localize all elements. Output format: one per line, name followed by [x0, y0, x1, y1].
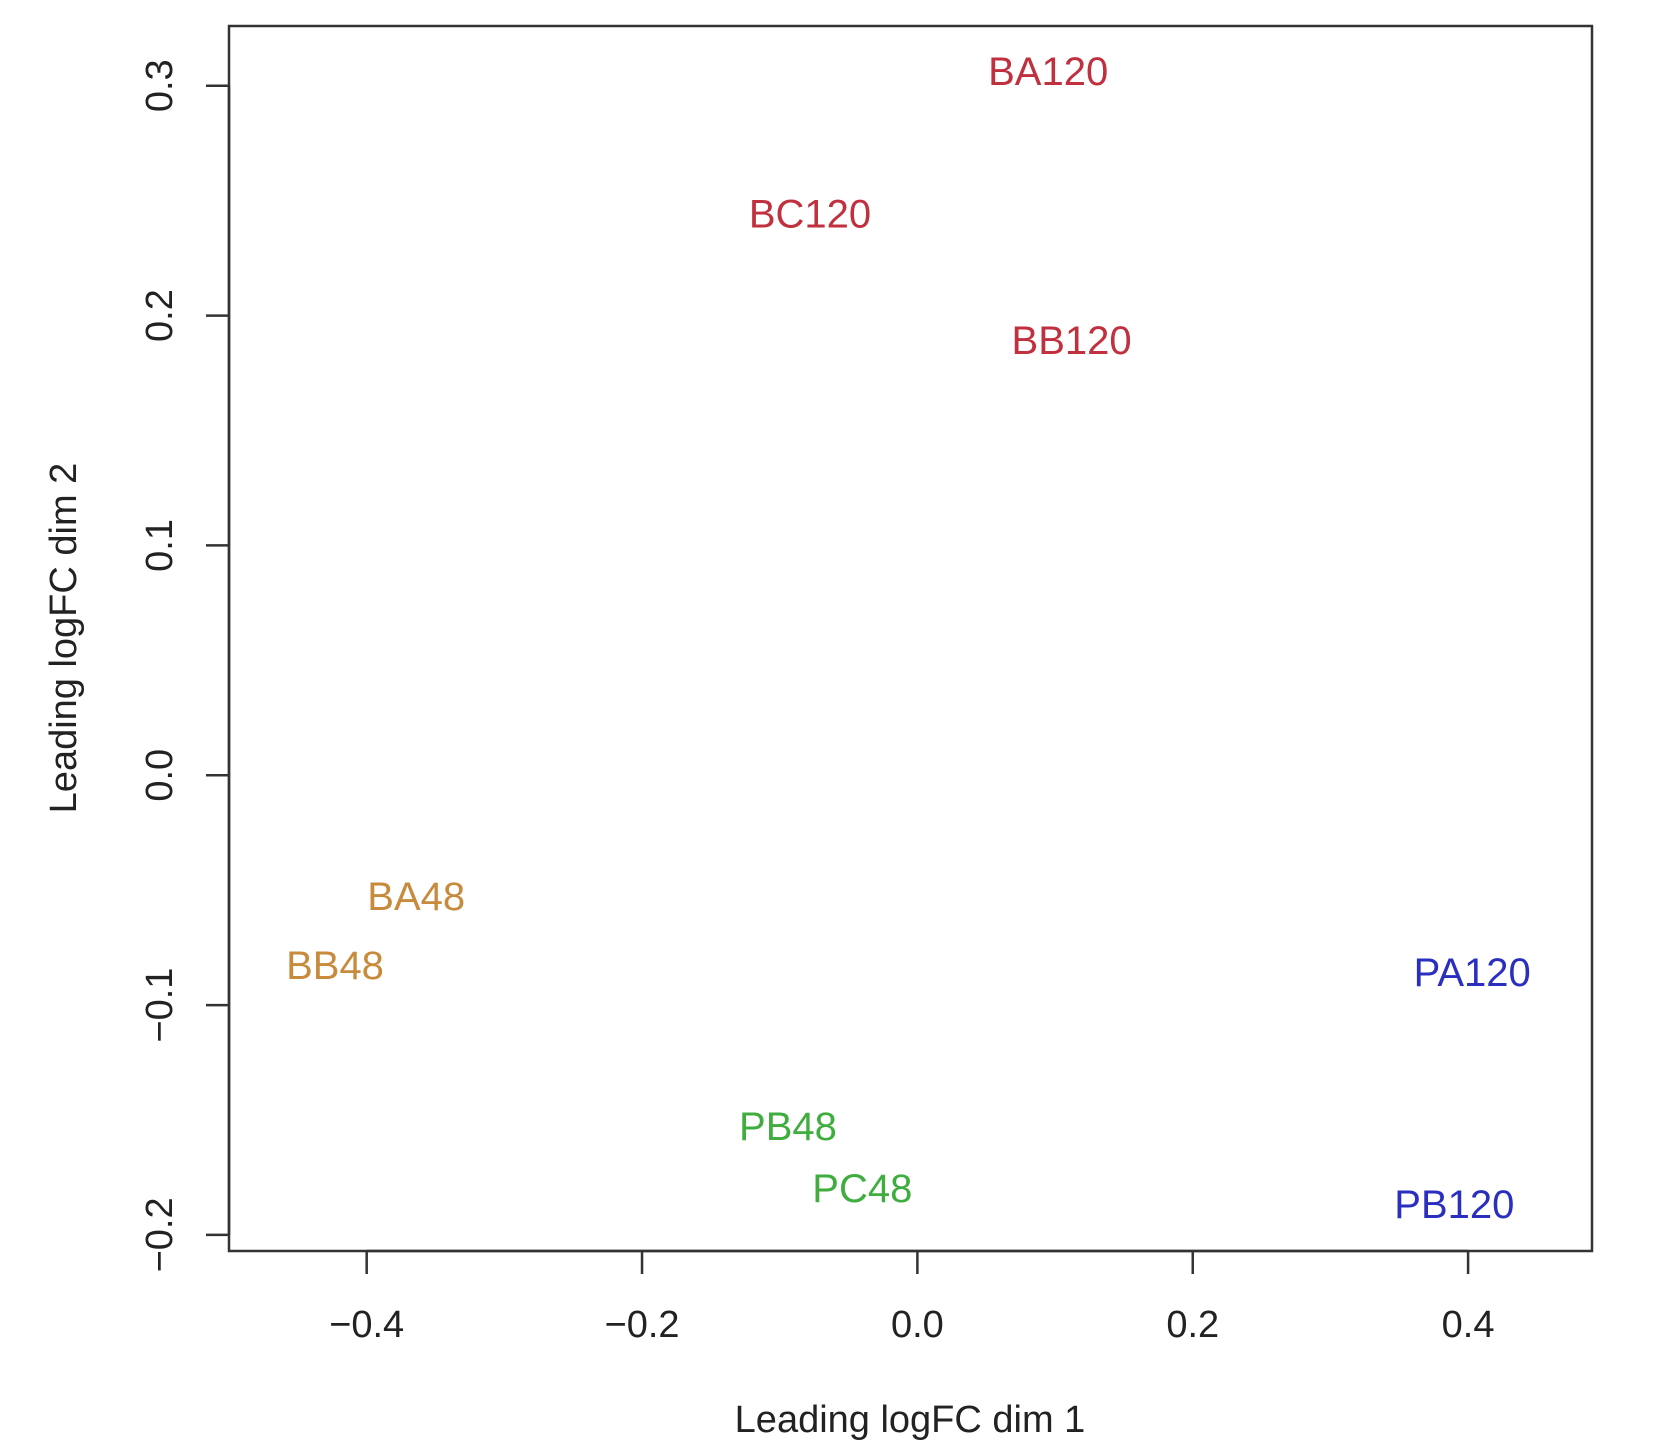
y-tick-label: 0.3 — [139, 59, 181, 112]
point-label-ba120: BA120 — [988, 50, 1108, 94]
y-tick-label: 0.1 — [139, 519, 181, 572]
y-tick-label: 0.0 — [139, 749, 181, 802]
x-tick-label: 0.0 — [891, 1304, 944, 1346]
point-label-pa120: PA120 — [1414, 951, 1531, 995]
y-axis: −0.2 −0.1 0.0 0.1 0.2 0.3 — [139, 59, 231, 1272]
x-axis: −0.4 −0.2 0.0 0.2 0.4 — [329, 1249, 1495, 1346]
point-label-bb48: BB48 — [286, 944, 384, 988]
x-axis-title: Leading logFC dim 1 — [735, 1399, 1086, 1441]
y-tick-label: −0.1 — [139, 968, 181, 1043]
point-label-bb120: BB120 — [1012, 319, 1132, 363]
y-tick-label: 0.2 — [139, 289, 181, 342]
point-label-pb120: PB120 — [1394, 1183, 1514, 1227]
y-axis-title: Leading logFC dim 2 — [43, 463, 85, 814]
point-label-pb48: PB48 — [739, 1105, 837, 1149]
x-tick-label: −0.2 — [605, 1304, 680, 1346]
y-tick-label: −0.2 — [139, 1197, 181, 1272]
point-labels: BA120 BC120 BB120 BA48 BB48 PB48 PC48 PA120 PB12… — [286, 50, 1531, 1227]
point-label-ba48: BA48 — [367, 875, 465, 919]
point-label-bc120: BC120 — [749, 192, 871, 236]
point-label-pc48: PC48 — [812, 1167, 912, 1211]
x-tick-label: 0.4 — [1442, 1304, 1495, 1346]
plot-frame — [227, 24, 1594, 1253]
x-tick-label: −0.4 — [329, 1304, 404, 1346]
x-tick-label: 0.2 — [1166, 1304, 1219, 1346]
